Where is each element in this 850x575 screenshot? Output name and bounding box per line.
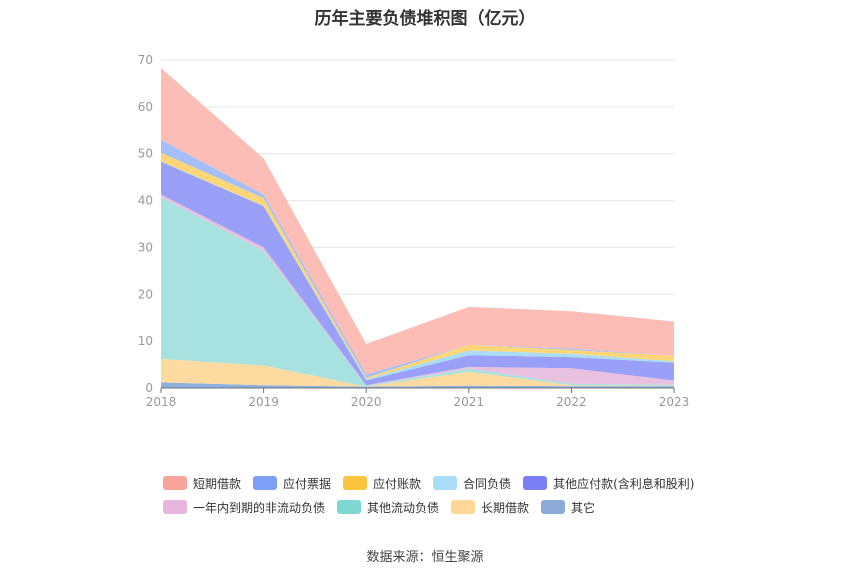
legend-item[interactable]: 其他流动负债 — [337, 499, 439, 516]
legend-swatch — [163, 500, 187, 514]
legend-label: 长期借款 — [481, 500, 530, 515]
legend-item[interactable]: 其他应付款(含利息和股利) — [523, 475, 694, 492]
area-series-4 — [161, 161, 674, 386]
legend-item[interactable]: 合同负债 — [433, 475, 511, 492]
area-series-5 — [161, 161, 674, 381]
legend-item[interactable]: 短期借款 — [163, 475, 241, 492]
y-tick-label: 0 — [145, 381, 153, 395]
legend-label: 应付票据 — [283, 476, 332, 491]
area-series-0 — [161, 382, 674, 388]
x-tick-label: 2019 — [248, 395, 279, 409]
legend-item[interactable]: 长期借款 — [451, 499, 529, 516]
legend-swatch — [523, 476, 548, 490]
legend-swatch — [343, 476, 368, 490]
legend-label: 其他应付款(含利息和股利) — [553, 476, 695, 491]
area-series-1 — [161, 358, 674, 387]
legend-label: 一年内到期的非流动负债 — [193, 500, 326, 515]
legend-item[interactable]: 一年内到期的非流动负债 — [163, 499, 325, 516]
x-tick-label: 2021 — [454, 395, 485, 409]
y-tick-label: 10 — [138, 334, 153, 348]
area-series-6 — [161, 152, 674, 380]
legend-item[interactable]: 应付账款 — [343, 475, 421, 492]
legend-row: 短期借款 应付票据 应付账款 合同负债 其他应付款(含利息和股利) — [163, 472, 723, 494]
legend-swatch — [163, 476, 187, 490]
legend-label: 合同负债 — [463, 476, 512, 491]
legend-swatch — [541, 500, 566, 514]
x-tick-label: 2018 — [146, 395, 177, 409]
y-tick-label: 50 — [138, 147, 153, 161]
x-tick-label: 2020 — [351, 395, 382, 409]
y-tick-label: 60 — [138, 100, 153, 114]
legend-swatch — [337, 500, 362, 514]
chart-legend: 短期借款 应付票据 应付账款 合同负债 其他应付款(含利息和股利) 一年内到期的非流动负债… — [163, 472, 723, 520]
legend-label: 应付账款 — [373, 476, 422, 491]
legend-label: 其他流动负债 — [367, 500, 440, 515]
legend-label: 其它 — [571, 500, 596, 515]
legend-swatch — [433, 476, 458, 490]
legend-swatch — [451, 500, 476, 514]
legend-item[interactable]: 应付票据 — [253, 475, 331, 492]
area-series-8 — [161, 68, 674, 375]
legend-label: 短期借款 — [193, 476, 242, 491]
chart-title: 历年主要负债堆积图（亿元） — [314, 9, 536, 29]
legend-swatch — [253, 476, 278, 490]
area-series-2 — [161, 197, 674, 387]
y-tick-label: 30 — [138, 240, 153, 254]
x-tick-label: 2022 — [556, 395, 587, 409]
legend-row: 一年内到期的非流动负债 其他流动负债 长期借款 其它 — [163, 496, 723, 518]
data-source: 数据来源：恒生聚源 — [366, 550, 484, 565]
y-tick-label: 70 — [138, 53, 153, 67]
legend-item[interactable]: 其它 — [541, 499, 595, 516]
y-tick-label: 20 — [138, 287, 153, 301]
x-tick-label: 2023 — [659, 395, 690, 409]
y-tick-label: 40 — [138, 194, 153, 208]
